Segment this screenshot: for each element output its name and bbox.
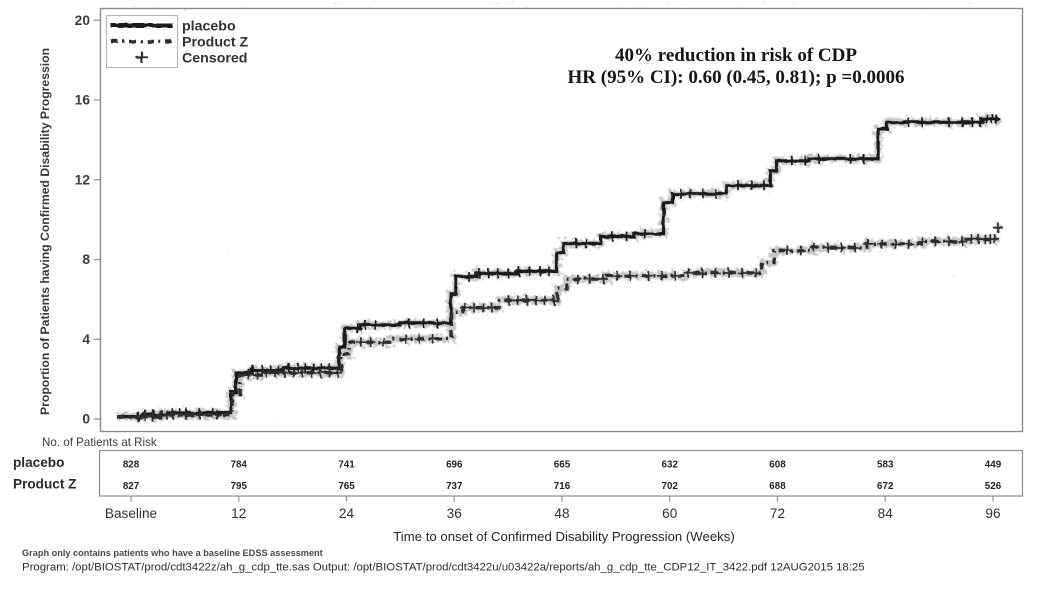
risk-count-cell: 526 xyxy=(985,481,1002,492)
legend: placebo Product Z Censored xyxy=(105,14,249,69)
risk-count-cell: 583 xyxy=(877,460,894,471)
risk-number-cells: 828 784 741 696 665 632 608 583 449 827 795 765 737 7… xyxy=(123,460,1002,493)
x-axis-title: Time to onset of Confirmed Disability Pr… xyxy=(393,529,735,544)
x-tick-label: 48 xyxy=(554,506,569,521)
x-tick-label: 24 xyxy=(339,506,355,521)
legend-label-censored: Censored xyxy=(182,51,247,67)
y-tick-label: 20 xyxy=(75,13,91,28)
y-tick-label: 0 xyxy=(82,412,90,427)
y-tick-label: 16 xyxy=(75,93,91,108)
x-tick-label: 96 xyxy=(985,506,1000,521)
plot-frame xyxy=(99,7,1024,433)
x-tick-label: 36 xyxy=(447,506,462,521)
speckle-dots xyxy=(123,1,1000,422)
legend-label-productz: Product Z xyxy=(182,35,249,51)
risk-count-cell: 795 xyxy=(231,481,248,492)
risk-count-cell: 716 xyxy=(554,481,571,492)
risk-row-label-productz: Product Z xyxy=(13,477,76,492)
risk-count-cell: 827 xyxy=(123,481,140,492)
footnote-edss: Graph only contains patients who have a … xyxy=(22,548,323,558)
risk-count-cell: 741 xyxy=(338,460,355,471)
risk-count-cell: 765 xyxy=(338,481,355,492)
x-tick-label: 60 xyxy=(662,506,678,521)
legend-swatch-censored-plus-icon xyxy=(135,51,148,63)
y-tick-label: 8 xyxy=(82,252,90,267)
x-tick-label: 12 xyxy=(231,506,246,521)
risk-count-cell: 608 xyxy=(769,460,786,471)
legend-label-placebo: placebo xyxy=(182,19,236,35)
y-axis-ticks: 0 4 8 12 16 20 xyxy=(75,13,101,427)
hr-annotation: 40% reduction in risk of CDP HR (95% CI)… xyxy=(568,45,905,88)
x-tick-label: Baseline xyxy=(105,506,157,521)
risk-count-cell: 632 xyxy=(662,460,679,471)
x-tick-label: 72 xyxy=(770,506,785,521)
y-axis-title: Proportion of Patients having Confirmed … xyxy=(38,48,52,415)
scan-speckles xyxy=(123,1,1000,422)
risk-count-cell: 672 xyxy=(877,481,894,492)
risk-count-cell: 737 xyxy=(446,481,463,492)
y-tick-label: 4 xyxy=(82,332,90,347)
risk-count-cell: 449 xyxy=(985,460,1002,471)
y-tick-label: 12 xyxy=(75,172,91,187)
risk-count-cell: 696 xyxy=(446,460,463,471)
risk-count-cell: 688 xyxy=(769,481,786,492)
risk-count-cell: 702 xyxy=(662,481,679,492)
legend-box xyxy=(105,14,179,69)
risk-table: No. of Patients at Risk placebo Product … xyxy=(13,436,1024,497)
x-axis-ticks: Baseline 12 24 36 48 60 72 84 96 xyxy=(105,496,1001,521)
footnote-program-path: Program: /opt/BIOSTAT/prod/cdt3422z/ah_g… xyxy=(22,562,865,574)
risk-count-cell: 665 xyxy=(554,460,571,471)
censor-marks-halo xyxy=(132,222,1003,422)
risk-table-box xyxy=(98,449,1024,497)
risk-row-label-placebo: placebo xyxy=(13,455,64,470)
risk-table-title: No. of Patients at Risk xyxy=(42,436,157,449)
annotation-line2: HR (95% CI): 0.60 (0.45, 0.81); p =0.000… xyxy=(568,67,905,88)
x-tick-label: 84 xyxy=(878,506,894,521)
survival-curves xyxy=(117,114,1003,422)
risk-count-cell: 828 xyxy=(123,460,140,471)
risk-count-cell: 784 xyxy=(231,460,248,471)
annotation-line1: 40% reduction in risk of CDP xyxy=(615,45,857,66)
censor-plus-marks-product-z xyxy=(132,222,1003,422)
